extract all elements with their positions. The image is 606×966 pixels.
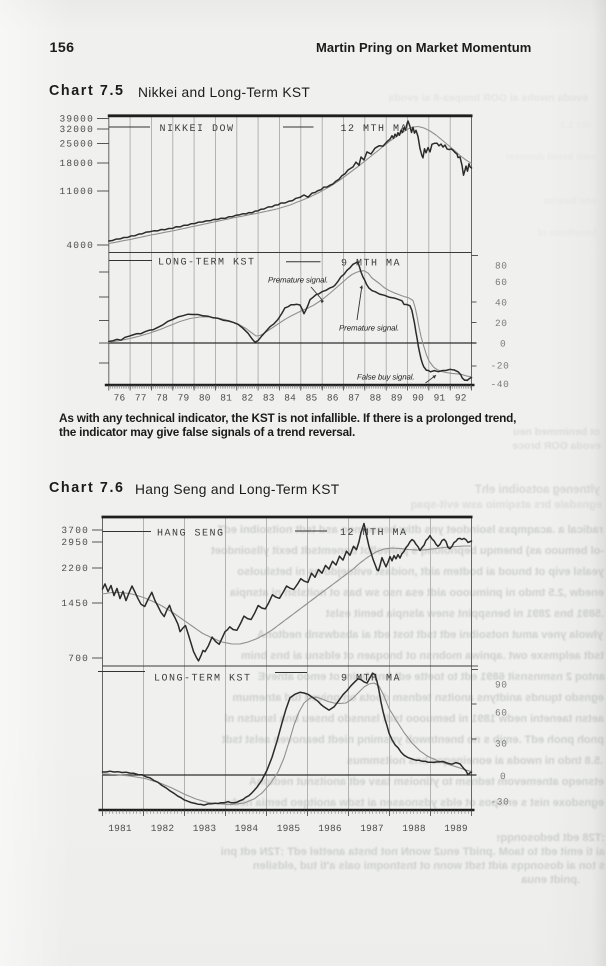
svg-text:1981: 1981: [108, 823, 132, 834]
svg-text:1450: 1450: [61, 598, 89, 609]
svg-text:LONG-TERM KST: LONG-TERM KST: [154, 674, 252, 685]
svg-text:1988: 1988: [402, 823, 426, 834]
svg-text:60: 60: [495, 707, 508, 718]
svg-text:85: 85: [306, 393, 318, 404]
svg-text:82: 82: [242, 393, 254, 404]
svg-text:60: 60: [495, 277, 508, 288]
svg-text:1989: 1989: [444, 823, 468, 834]
svg-text:76: 76: [114, 393, 126, 404]
svg-text:12 MTH MA: 12 MTH MA: [341, 124, 409, 135]
svg-text:0: 0: [500, 338, 506, 349]
svg-text:18000: 18000: [59, 158, 94, 169]
svg-text:79: 79: [178, 393, 190, 404]
svg-text:92: 92: [455, 393, 467, 404]
svg-text:4000: 4000: [66, 240, 94, 251]
svg-text:83: 83: [263, 393, 275, 404]
svg-text:40: 40: [495, 297, 508, 308]
svg-text:-30: -30: [491, 796, 510, 807]
svg-text:Premature signal.: Premature signal.: [268, 276, 328, 285]
svg-text:84: 84: [284, 393, 296, 404]
svg-text:89: 89: [391, 393, 403, 404]
svg-text:-20: -20: [491, 360, 510, 371]
svg-text:25000: 25000: [59, 139, 94, 150]
svg-text:9 MTH MA: 9 MTH MA: [341, 259, 401, 270]
svg-text:81: 81: [220, 393, 232, 404]
svg-text:88: 88: [370, 393, 382, 404]
svg-text:700: 700: [68, 653, 89, 664]
svg-text:LONG-TERM KST: LONG-TERM KST: [158, 257, 256, 268]
svg-text:87: 87: [348, 393, 360, 404]
svg-text:False buy signal.: False buy signal.: [357, 373, 415, 382]
svg-text:3700: 3700: [61, 525, 89, 536]
svg-text:90: 90: [495, 679, 508, 690]
svg-text:HANG SENG: HANG SENG: [157, 528, 225, 539]
svg-text:20: 20: [495, 318, 508, 329]
svg-text:1983: 1983: [193, 823, 217, 834]
svg-text:39000: 39000: [59, 114, 94, 125]
svg-text:NIKKEI DOW: NIKKEI DOW: [160, 124, 235, 135]
svg-text:80: 80: [199, 393, 211, 404]
svg-text:80: 80: [495, 260, 508, 271]
svg-text:9 MTH MA: 9 MTH MA: [341, 674, 401, 685]
svg-text:78: 78: [156, 393, 168, 404]
svg-text:1982: 1982: [151, 823, 175, 834]
svg-text:86: 86: [327, 393, 339, 404]
svg-text:1985: 1985: [277, 823, 301, 834]
svg-text:1986: 1986: [318, 823, 342, 834]
svg-text:12 MTH MA: 12 MTH MA: [340, 528, 408, 539]
svg-text:77: 77: [135, 393, 147, 404]
svg-text:30: 30: [495, 738, 508, 749]
svg-text:91: 91: [434, 393, 446, 404]
svg-text:0: 0: [500, 771, 506, 782]
svg-text:1987: 1987: [360, 823, 384, 834]
svg-text:1984: 1984: [235, 823, 259, 834]
svg-text:-40: -40: [491, 379, 510, 390]
svg-text:11000: 11000: [59, 186, 94, 197]
svg-text:Premature signal.: Premature signal.: [339, 324, 399, 333]
svg-text:32000: 32000: [59, 124, 94, 135]
svg-text:2950: 2950: [61, 537, 89, 548]
svg-text:2200: 2200: [61, 563, 89, 574]
svg-text:90: 90: [412, 393, 424, 404]
